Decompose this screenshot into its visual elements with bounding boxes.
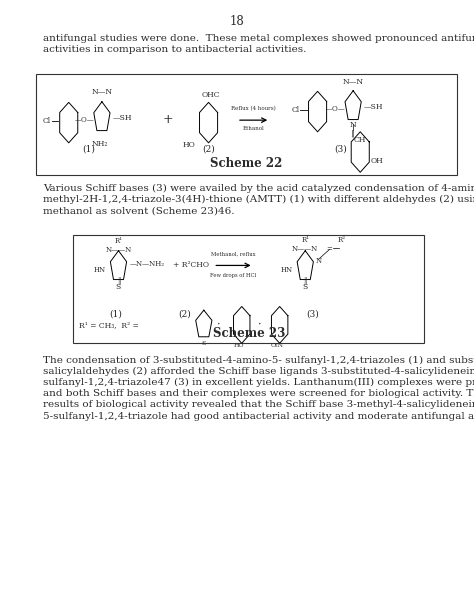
Text: activities in comparison to antibacterial activities.: activities in comparison to antibacteria… [43,45,306,54]
Text: —O—: —O— [326,105,346,113]
Text: N: N [350,121,356,129]
Text: Methanol, reflux: Methanol, reflux [211,252,256,257]
Text: R¹: R¹ [301,236,310,244]
Text: —N—NH₂: —N—NH₂ [129,260,164,268]
Text: Scheme 23: Scheme 23 [213,327,285,340]
Text: The condensation of 3-substituted-4-amino-5- sulfanyl-1,2,4-triazoles (1) and su: The condensation of 3-substituted-4-amin… [43,356,474,365]
Text: (1): (1) [82,145,96,154]
Text: Reflux (4 hours): Reflux (4 hours) [231,107,276,112]
Text: HN: HN [281,265,293,274]
Text: methanol as solvent (Scheme 23)46.: methanol as solvent (Scheme 23)46. [43,207,234,215]
Text: N—N: N—N [91,88,112,96]
Text: results of biological activity revealed that the Schiff base 3-methyl-4-salicyli: results of biological activity revealed … [43,400,474,409]
Text: Few drops of HCl: Few drops of HCl [210,273,256,278]
Text: —O—: —O— [74,116,94,124]
Text: sulfanyl-1,2,4-triazole47 (3) in excellent yields. Lanthanum(III) complexes were: sulfanyl-1,2,4-triazole47 (3) in excelle… [43,378,474,387]
Text: Various Schiff bases (3) were availed by the acid catalyzed condensation of 4-am: Various Schiff bases (3) were availed by… [43,184,474,193]
Text: Cl: Cl [292,106,300,115]
Text: N: N [315,256,321,265]
Text: S: S [302,283,308,291]
Text: S: S [116,283,121,291]
Text: OHC: OHC [201,91,220,99]
Bar [73,235,424,343]
Text: R¹ = CH₃,  R² =: R¹ = CH₃, R² = [79,321,139,329]
Text: Cl: Cl [43,117,51,126]
Text: ‖: ‖ [117,276,120,284]
Text: HO: HO [234,343,245,348]
Text: CH: CH [353,136,365,144]
Text: 5-sulfanyl-1,2,4-triazole had good antibacterial activity and moderate antifunga: 5-sulfanyl-1,2,4-triazole had good antib… [43,411,474,421]
Text: S: S [201,341,206,346]
Text: ·: · [257,320,261,330]
Text: HN: HN [93,265,106,274]
Text: O₂N: O₂N [271,343,284,348]
Text: (3): (3) [307,310,319,319]
Text: salicylaldehydes (2) afforded the Schiff base ligands 3-substituted-4-salicylide: salicylaldehydes (2) afforded the Schiff… [43,367,474,376]
Text: antifungal studies were done.  These metal complexes showed pronounced antifunga: antifungal studies were done. These meta… [43,34,474,43]
Text: NH₂: NH₂ [91,140,108,148]
Text: N——N: N——N [105,246,132,254]
Text: =: = [327,245,332,254]
Text: ·: · [217,320,221,330]
Text: (3): (3) [334,145,346,154]
Text: 18: 18 [229,15,245,28]
Text: (2): (2) [202,145,215,154]
Text: —SH: —SH [364,102,383,111]
Text: HO: HO [182,141,195,149]
Text: N—N: N—N [343,78,364,86]
Text: OH: OH [371,156,383,165]
Text: ‖: ‖ [351,130,355,138]
Text: ‖: ‖ [303,276,307,284]
Text: R¹: R¹ [114,237,123,245]
Text: Scheme 22: Scheme 22 [210,157,283,170]
Text: + R²CHO: + R²CHO [173,261,209,270]
Text: and both Schiff bases and their complexes were screened for biological activity.: and both Schiff bases and their complexe… [43,389,474,398]
Text: +: + [163,113,173,126]
Text: methyl-2H-1,2,4-triazole-3(4H)-thione (AMTT) (1) with different aldehydes (2) us: methyl-2H-1,2,4-triazole-3(4H)-thione (A… [43,195,474,204]
Text: Ethanol: Ethanol [243,126,264,131]
Text: —SH: —SH [113,113,132,122]
Text: (1): (1) [109,310,123,319]
Bar [36,74,457,175]
Text: (2): (2) [179,310,191,319]
Text: N——N: N——N [292,245,319,253]
Text: R²: R² [337,236,345,244]
